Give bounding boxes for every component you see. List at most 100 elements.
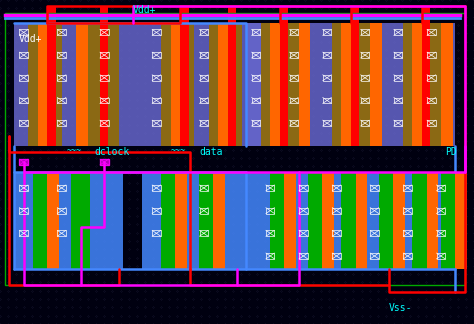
Bar [28, 23, 62, 146]
Bar [71, 172, 90, 269]
Bar [5, 13, 465, 285]
Bar [33, 172, 52, 269]
Bar [394, 75, 402, 81]
Bar [252, 29, 260, 35]
Bar [175, 172, 187, 269]
Bar [100, 159, 109, 165]
Bar [152, 29, 161, 35]
Bar [427, 98, 436, 103]
Bar [57, 208, 66, 214]
Bar [19, 120, 28, 126]
Bar [47, 172, 59, 269]
Bar [100, 159, 109, 165]
Bar [370, 23, 382, 146]
Bar [403, 185, 412, 191]
Bar [19, 159, 28, 165]
Text: Vss-: Vss- [389, 303, 412, 313]
Bar [85, 23, 118, 146]
Bar [427, 172, 438, 269]
Bar [441, 172, 460, 269]
Text: data: data [199, 147, 223, 157]
Bar [332, 253, 341, 259]
Bar [394, 29, 402, 35]
Bar [299, 230, 308, 236]
Bar [266, 253, 274, 259]
Bar [100, 75, 109, 81]
Bar [246, 23, 455, 146]
Bar [351, 6, 359, 146]
Bar [427, 75, 436, 81]
Bar [332, 230, 341, 236]
Bar [200, 185, 208, 191]
Bar [270, 23, 282, 146]
Bar [290, 75, 298, 81]
Bar [403, 253, 412, 259]
Bar [100, 98, 109, 103]
Bar [57, 185, 66, 191]
Bar [370, 185, 379, 191]
Bar [57, 29, 66, 35]
Bar [200, 29, 208, 35]
Bar [261, 23, 308, 146]
Bar [394, 98, 402, 103]
Bar [19, 208, 28, 214]
Bar [332, 208, 341, 214]
Bar [200, 98, 208, 103]
Bar [100, 52, 109, 58]
Bar [266, 208, 274, 214]
Bar [299, 23, 310, 146]
Bar [299, 208, 308, 214]
Bar [284, 172, 296, 269]
Bar [427, 29, 436, 35]
Bar [361, 75, 369, 81]
Bar [437, 253, 445, 259]
Bar [403, 230, 412, 236]
Bar [370, 230, 379, 236]
Text: Vdd+: Vdd+ [19, 34, 43, 44]
Bar [19, 185, 28, 191]
Bar [323, 120, 331, 126]
Bar [393, 172, 405, 269]
Bar [47, 6, 56, 146]
Bar [199, 172, 218, 269]
Bar [200, 120, 208, 126]
Bar [332, 185, 341, 191]
Bar [361, 29, 369, 35]
Bar [379, 172, 398, 269]
Bar [370, 253, 379, 259]
Bar [394, 120, 402, 126]
Bar [323, 75, 331, 81]
Bar [412, 172, 431, 269]
Bar [213, 172, 225, 269]
Bar [200, 75, 208, 81]
Bar [332, 23, 379, 146]
Bar [290, 29, 298, 35]
Bar [57, 98, 66, 103]
Text: PD: PD [446, 147, 457, 157]
Bar [323, 98, 331, 103]
Bar [19, 159, 28, 165]
Bar [209, 23, 242, 146]
Bar [370, 208, 379, 214]
Text: ~~~: ~~~ [66, 146, 82, 155]
Bar [161, 172, 180, 269]
Bar [412, 23, 424, 146]
Bar [252, 75, 260, 81]
Bar [19, 98, 28, 103]
Bar [427, 52, 436, 58]
Bar [142, 172, 246, 269]
Bar [38, 23, 50, 146]
Bar [19, 230, 28, 236]
Bar [361, 98, 369, 103]
Bar [200, 230, 208, 236]
Bar [19, 75, 28, 81]
Bar [228, 6, 236, 146]
Bar [252, 52, 260, 58]
Bar [57, 120, 66, 126]
Bar [152, 230, 161, 236]
Bar [341, 23, 353, 146]
Bar [246, 172, 455, 269]
Bar [14, 172, 123, 269]
Bar [361, 120, 369, 126]
Bar [403, 208, 412, 214]
